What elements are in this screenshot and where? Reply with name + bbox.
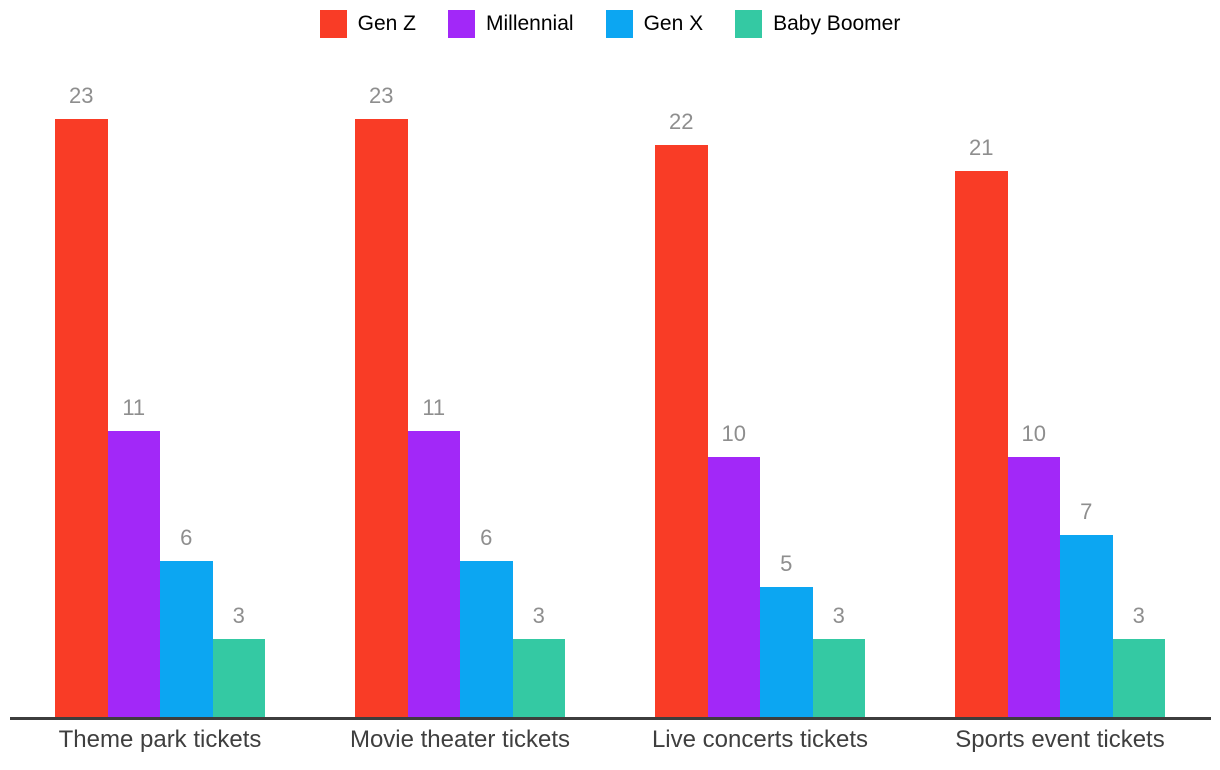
bar-millennial[interactable]: [1007, 457, 1060, 717]
value-label: 10: [721, 421, 746, 446]
value-label: 10: [1021, 421, 1046, 446]
legend-swatch-gen-x-icon: [605, 10, 633, 38]
legend-label: Gen X: [643, 12, 704, 35]
legend-label: Millennial: [486, 12, 574, 35]
bar-column-gen-x: 6: [160, 525, 213, 717]
bar-group-sports-event-tickets: 21 10 7 3 Sports event tickets: [955, 0, 1165, 753]
value-label: 21: [969, 135, 994, 160]
legend-item-gen-z[interactable]: Gen Z: [319, 10, 417, 38]
value-label: 23: [369, 83, 394, 108]
bar-column-gen-z: 23: [55, 83, 108, 717]
bar-column-gen-z: 21: [955, 135, 1008, 717]
value-label: 3: [832, 603, 845, 628]
chart-legend: Gen Z Millennial Gen X Baby Boomer: [0, 10, 1220, 38]
bar-column-baby-boomer: 3: [212, 603, 265, 717]
category-label: Movie theater tickets: [349, 726, 571, 753]
bar-column-baby-boomer: 3: [812, 603, 865, 717]
bar-gen-x[interactable]: [1060, 535, 1113, 717]
bar-millennial[interactable]: [707, 457, 760, 717]
bar-column-millennial: 11: [407, 395, 460, 717]
bar-column-gen-z: 22: [655, 109, 708, 717]
bar-baby-boomer[interactable]: [1112, 639, 1165, 717]
value-label: 11: [422, 395, 446, 420]
legend-swatch-baby-boomer-icon: [735, 10, 763, 38]
bar-gen-x[interactable]: [760, 587, 813, 717]
bar-column-gen-z: 23: [355, 83, 408, 717]
bar-group-live-concerts-tickets: 22 10 5 3 Live concerts tickets: [652, 0, 868, 753]
value-label: 23: [69, 83, 94, 108]
bar-column-gen-x: 6: [460, 525, 513, 717]
category-label: Sports event tickets: [955, 726, 1165, 753]
value-label: 3: [532, 603, 545, 628]
bar-column-baby-boomer: 3: [1112, 603, 1165, 717]
bar-gen-z[interactable]: [55, 119, 108, 717]
legend-item-gen-x[interactable]: Gen X: [605, 10, 704, 38]
bar-groups-container: 23 11 6 3 Theme park tickets 23 11 6 3 Movie thea…: [55, 0, 1165, 753]
bar-column-millennial: 11: [107, 395, 160, 717]
bar-gen-z[interactable]: [655, 145, 708, 717]
value-label: 22: [669, 109, 694, 134]
bar-column-millennial: 10: [707, 421, 760, 717]
legend-swatch-gen-z-icon: [319, 10, 347, 38]
legend-swatch-millennial-icon: [448, 10, 476, 38]
bar-column-gen-x: 7: [1060, 499, 1113, 717]
bar-group-theme-park-tickets: 23 11 6 3 Theme park tickets: [55, 0, 265, 753]
category-label: Live concerts tickets: [651, 726, 869, 753]
bar-column-baby-boomer: 3: [512, 603, 565, 717]
bar-millennial[interactable]: [407, 431, 460, 717]
value-label: 3: [232, 603, 245, 628]
bar-gen-x[interactable]: [160, 561, 213, 717]
legend-label: Gen Z: [357, 12, 417, 35]
bar-baby-boomer[interactable]: [812, 639, 865, 717]
bar-baby-boomer[interactable]: [212, 639, 265, 717]
bar-gen-x[interactable]: [460, 561, 513, 717]
bar-group-movie-theater-tickets: 23 11 6 3 Movie theater tickets: [350, 0, 570, 753]
category-label: Theme park tickets: [58, 726, 262, 753]
bar-millennial[interactable]: [107, 431, 160, 717]
value-label: 3: [1132, 603, 1145, 628]
value-label: 6: [180, 525, 193, 550]
bar-gen-z[interactable]: [355, 119, 408, 717]
legend-item-baby-boomer[interactable]: Baby Boomer: [735, 10, 900, 38]
bar-column-millennial: 10: [1007, 421, 1060, 717]
legend-item-millennial[interactable]: Millennial: [448, 10, 574, 38]
bar-column-gen-x: 5: [760, 551, 813, 717]
bar-gen-z[interactable]: [955, 171, 1008, 717]
value-label: 5: [780, 551, 793, 576]
value-label: 11: [122, 395, 146, 420]
x-axis-line: [10, 717, 1211, 720]
value-label: 7: [1080, 499, 1093, 524]
value-label: 6: [480, 525, 493, 550]
bar-baby-boomer[interactable]: [512, 639, 565, 717]
legend-label: Baby Boomer: [773, 12, 901, 35]
